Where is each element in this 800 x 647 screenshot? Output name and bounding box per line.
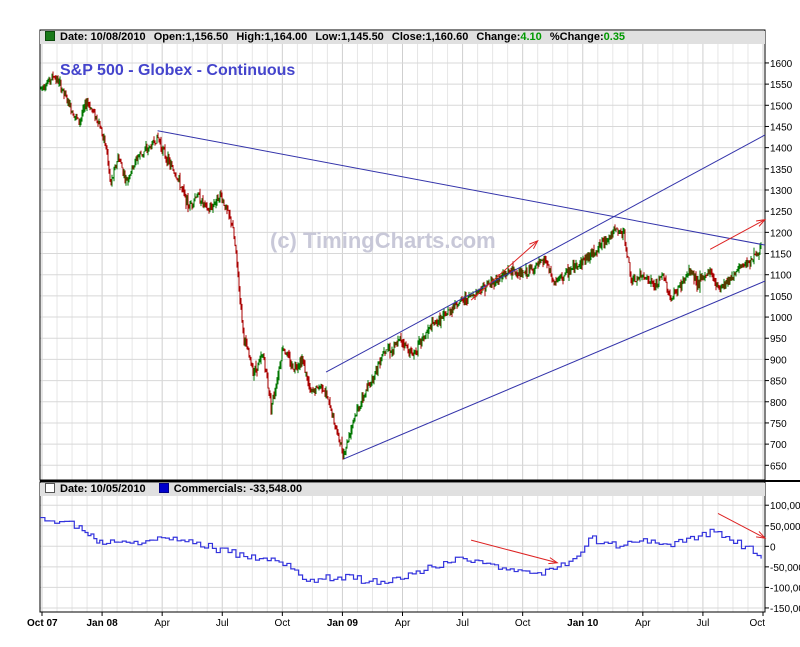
x-tick-label: Oct 07 (27, 618, 58, 629)
commercials-tick-label: -100,000 (770, 583, 800, 594)
red-arrow-shaft (717, 512, 766, 539)
price-tick-label: 950 (770, 334, 787, 345)
x-axis-ticks: Oct 07 Jan 08 Apr Jul Oct Jan 09 Apr Jul Oct Jan … (27, 612, 765, 629)
red-arrow-shaft (709, 219, 766, 250)
x-tick-label: Oct (749, 618, 765, 629)
x-tick-label: Jan 10 (567, 618, 599, 629)
price-tick-label: 1550 (770, 80, 793, 91)
header-high: High:1,164.00 (236, 31, 308, 43)
price-tick-label: 1150 (770, 250, 792, 261)
x-tick-label: Jan 08 (87, 618, 119, 629)
price-tick-label: 1100 (770, 271, 792, 282)
x-tick-label: Oct (275, 618, 291, 629)
commercials-axis-ticks: -150,000 -100,000 -50,000 0 50,000 100,000 (765, 501, 800, 615)
commercials-series (40, 516, 762, 585)
header-change-value: 4.10 (520, 31, 542, 43)
price-tick-label: 1050 (770, 292, 793, 303)
trend-line (157, 130, 766, 246)
price-tick-label: 1200 (770, 228, 793, 239)
red-arrow-head (548, 557, 559, 565)
red-arrow-shaft (470, 240, 539, 301)
watermark: (c) TimingCharts.com (270, 228, 496, 253)
price-tick-label: 900 (770, 355, 787, 366)
header-pct-change: %Change:0.35 (550, 31, 625, 43)
header-close: Close:1,160.60 (391, 31, 469, 43)
commercials-arrows (470, 512, 767, 565)
trend-line (343, 280, 766, 460)
price-tick-label: 1250 (770, 207, 793, 218)
header-change-label: Change: (476, 31, 521, 43)
header-pct-change-value: 0.35 (603, 31, 626, 43)
trend-lines (157, 130, 766, 460)
price-tick-label: 700 (770, 440, 787, 451)
red-arrow-head (756, 531, 767, 539)
price-panel-grid (40, 44, 765, 480)
commercials-line (40, 516, 762, 585)
sub-header-series: Commercials: -33,548.00 (173, 483, 303, 495)
commercials-panel-grid (40, 496, 765, 612)
commercials-tick-label: 50,000 (770, 522, 800, 533)
x-tick-label: Apr (395, 618, 411, 629)
x-tick-label: Apr (635, 618, 651, 629)
red-arrow-shaft (470, 539, 558, 564)
price-tick-label: 800 (770, 398, 787, 409)
price-axis-ticks: 650 700 750 800 850 900 950 1000 1050 1100 1150 120… (765, 59, 793, 472)
commercials-tick-label: -150,000 (770, 604, 800, 615)
commercials-tick-label: -50,000 (770, 563, 800, 574)
price-tick-label: 1350 (770, 165, 793, 176)
price-tick-label: 1400 (770, 144, 793, 155)
header-date: Date: 10/08/2010 (60, 31, 146, 43)
x-tick-label: Jul (456, 618, 469, 629)
header-change: Change:4.10 (476, 31, 541, 43)
price-header: Date: 10/08/2010 Open:1,156.50 High:1,16… (40, 31, 765, 44)
commercials-legend-swatch (158, 483, 169, 493)
header-open: Open:1,156.50 (153, 31, 229, 43)
price-tick-label: 1500 (770, 101, 793, 112)
sub-header-date: Date: 10/05/2010 (60, 483, 146, 495)
red-arrow-head (756, 218, 767, 227)
price-tick-label: 650 (770, 461, 787, 472)
header-pct-change-label: %Change: (549, 31, 604, 43)
price-legend-swatch (45, 31, 55, 41)
x-tick-label: Jul (697, 618, 710, 629)
price-tick-label: 1300 (770, 186, 793, 197)
commercials-date-swatch (45, 483, 55, 493)
x-tick-label: Jan 09 (327, 618, 359, 629)
x-tick-label: Oct (515, 618, 531, 629)
price-series (40, 71, 762, 460)
trend-line (325, 134, 766, 373)
chart-title: S&P 500 - Globex - Continuous (60, 62, 296, 79)
price-tick-label: 750 (770, 419, 787, 430)
price-tick-label: 850 (770, 377, 787, 388)
price-tick-label: 1000 (770, 313, 793, 324)
commercials-tick-label: 100,000 (770, 501, 800, 512)
red-arrow-head (529, 239, 539, 249)
x-tick-label: Jul (216, 618, 229, 629)
price-tick-label: 1450 (770, 122, 793, 133)
commercials-header: Date: 10/05/2010 Commercials: -33,548.00 (40, 483, 765, 496)
x-tick-label: Apr (154, 618, 170, 629)
header-low: Low:1,145.50 (315, 31, 384, 43)
price-arrows (470, 218, 767, 301)
commercials-tick-label: 0 (770, 542, 776, 553)
price-tick-label: 1600 (770, 59, 793, 70)
